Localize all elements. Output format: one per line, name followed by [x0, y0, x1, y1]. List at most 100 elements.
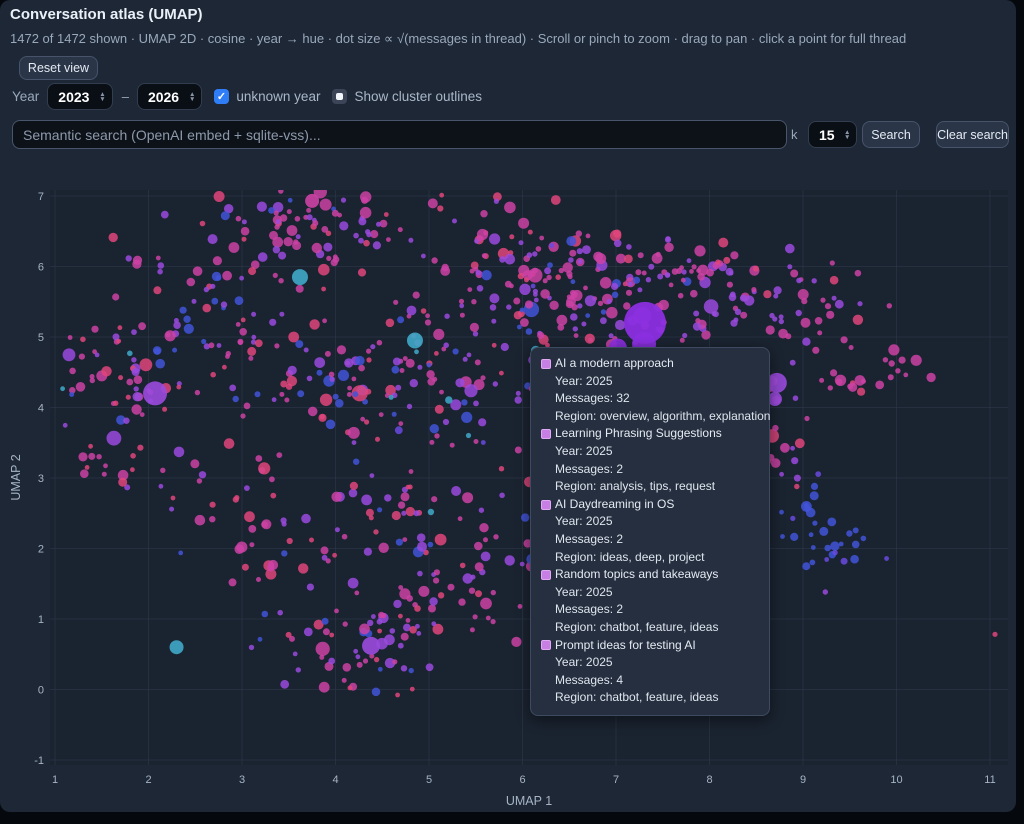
data-point: [402, 356, 408, 361]
data-point: [773, 293, 779, 299]
data-point: [794, 483, 800, 490]
data-point: [223, 438, 235, 449]
data-point: [101, 366, 112, 377]
data-point: [391, 365, 400, 374]
clear-search-button[interactable]: Clear search: [936, 121, 1009, 148]
data-point: [611, 282, 619, 291]
data-point: [474, 541, 483, 551]
data-point: [834, 374, 847, 386]
data-point: [751, 287, 757, 293]
data-point: [295, 340, 304, 349]
data-point: [787, 264, 793, 270]
data-point: [569, 249, 577, 257]
data-point: [131, 368, 140, 376]
data-point: [542, 278, 548, 284]
data-point: [506, 304, 512, 310]
data-point: [730, 251, 739, 260]
data-point: [485, 615, 491, 621]
data-point: [279, 214, 288, 222]
data-point: [351, 440, 357, 445]
data-point: [658, 299, 669, 311]
data-point: [597, 300, 604, 307]
data-point: [499, 370, 504, 376]
data-point: [395, 692, 400, 698]
data-point: [325, 558, 331, 564]
data-point: [832, 549, 838, 556]
data-point: [875, 380, 885, 390]
data-point: [232, 496, 239, 503]
semantic-search-input[interactable]: [12, 120, 787, 149]
data-point: [131, 404, 142, 415]
data-point: [319, 198, 332, 211]
data-point: [203, 343, 210, 350]
subtitle-legend: 1472 of 1472 shown · UMAP 2D · cosine · …: [10, 31, 907, 46]
y-tick-label: 3: [38, 473, 44, 485]
data-point: [210, 371, 216, 378]
data-point: [680, 277, 686, 283]
data-point: [848, 345, 854, 350]
stepper-arrows-icon[interactable]: ▲ ▼: [99, 90, 106, 103]
data-point: [256, 201, 267, 212]
data-point: [139, 358, 153, 372]
k-input[interactable]: [819, 126, 841, 143]
unknown-year-checkbox[interactable]: [214, 89, 230, 104]
data-point: [852, 314, 864, 325]
cluster-outlines-checkbox[interactable]: [332, 89, 348, 104]
data-point: [363, 547, 372, 556]
data-point: [314, 184, 319, 189]
data-point: [434, 533, 447, 546]
data-point: [367, 619, 374, 627]
x-tick-label: 11: [984, 774, 995, 786]
data-point: [103, 463, 108, 469]
data-point: [765, 325, 775, 335]
umap-scatter-plot[interactable]: 1 2 3 4 5 6 7 8 9 10 11 -1 0 1 2 3 4 5 6 7 UMAP 1 UMAP 2: [0, 0, 1016, 812]
year-to-input[interactable]: [147, 88, 186, 105]
data-point: [442, 418, 450, 426]
data-point: [280, 380, 288, 388]
data-point: [295, 284, 304, 293]
data-point: [288, 331, 300, 343]
data-point: [224, 204, 234, 214]
data-point: [351, 385, 368, 402]
stepper-arrows-icon[interactable]: ▲ ▼: [844, 128, 851, 141]
data-point: [265, 568, 277, 580]
data-point: [138, 322, 147, 331]
data-point: [250, 339, 257, 345]
data-point: [280, 679, 290, 689]
data-point: [400, 665, 408, 672]
data-point: [600, 317, 607, 325]
data-point: [342, 621, 348, 627]
data-point: [160, 467, 166, 473]
data-point: [493, 534, 499, 540]
stepper-arrows-icon[interactable]: ▲ ▼: [188, 90, 196, 103]
data-point: [480, 440, 486, 445]
data-point: [251, 334, 257, 340]
data-point: [9, 303, 17, 311]
data-point: [322, 318, 327, 324]
data-point: [212, 256, 222, 266]
data-point: [418, 585, 430, 597]
cluster-outlines-label: Show cluster outlines: [354, 89, 483, 104]
tooltip-entry-detail: Year: 2025: [555, 514, 613, 529]
year-from-input[interactable]: [58, 88, 97, 105]
data-point: [274, 224, 280, 230]
hovered-data-point[interactable]: [623, 301, 666, 344]
data-point-large: [406, 332, 423, 349]
data-point: [726, 281, 734, 288]
search-button[interactable]: Search: [862, 121, 920, 148]
data-point: [457, 516, 463, 522]
data-point: [403, 623, 411, 632]
data-point: [632, 276, 641, 284]
data-point: [632, 180, 639, 187]
data-point: [443, 342, 450, 349]
reset-view-button[interactable]: Reset view: [19, 56, 98, 80]
data-point: [257, 636, 263, 642]
data-point: [283, 237, 293, 247]
data-point: [608, 333, 614, 339]
data-point: [286, 209, 292, 215]
data-point: [384, 393, 390, 398]
data-point: [432, 623, 444, 635]
data-point: [405, 484, 411, 490]
data-point: [815, 471, 822, 477]
data-point: [249, 542, 255, 548]
